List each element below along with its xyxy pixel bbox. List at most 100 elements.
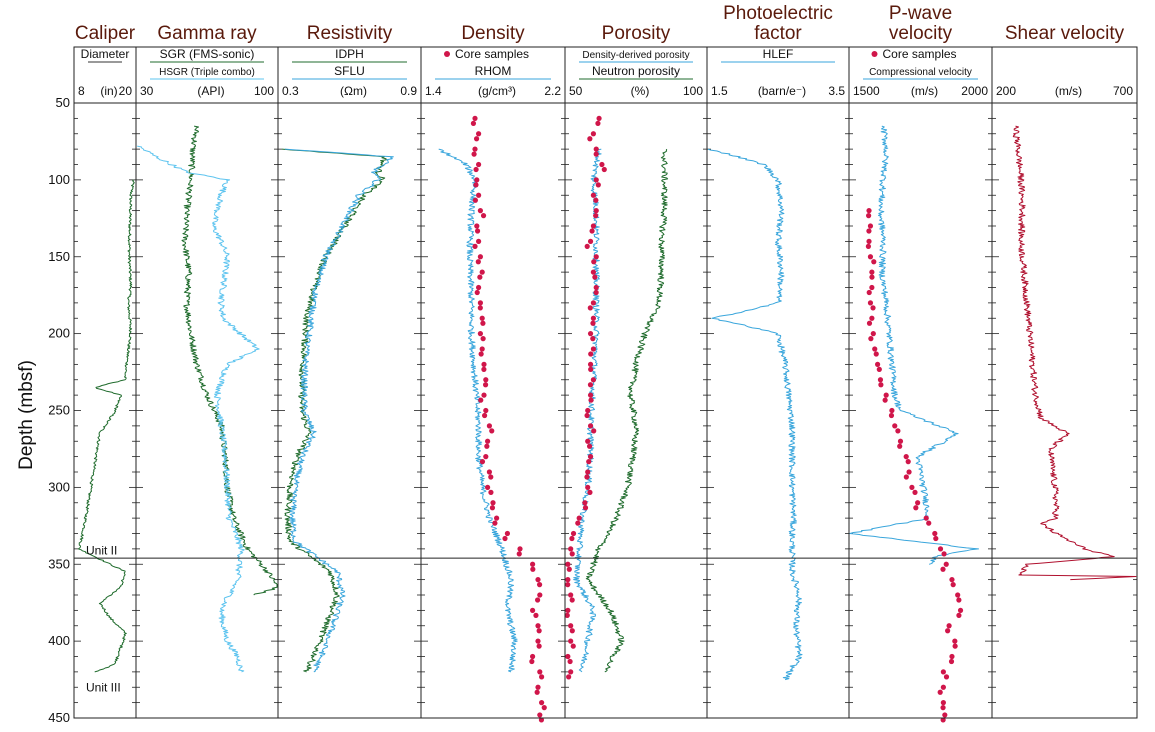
panel-frame (420, 102, 566, 719)
core-sample-point (585, 438, 591, 444)
core-sample-point (477, 305, 483, 311)
unit-label: Unit II (86, 543, 117, 557)
log-curve (585, 148, 669, 673)
core-sample-point (575, 520, 581, 526)
core-sample-point (941, 551, 947, 557)
core-sample-point (587, 454, 594, 460)
depth-axis: Depth (mbsf) 50 100 150 200 250 300 350 400 450 (16, 95, 70, 725)
core-sample-point (470, 120, 477, 126)
core-sample-point (866, 208, 872, 214)
legend-label: RHOM (475, 64, 512, 78)
core-sample-point (866, 228, 872, 234)
core-sample-point (489, 505, 496, 511)
core-sample-point (590, 336, 596, 342)
core-sample-point (868, 336, 874, 342)
axis-min-label: 30 (140, 84, 154, 98)
log-curve (1012, 125, 1137, 581)
log-curve (438, 148, 518, 673)
core-sample-point (535, 638, 541, 644)
grid-lines (74, 102, 1137, 719)
panel-frame (991, 102, 1138, 719)
legend-label: Compressional velocity (869, 67, 972, 78)
log-curve (77, 179, 135, 673)
core-sample-point (933, 535, 939, 542)
core-sample-point (590, 320, 596, 326)
legend-label: Density-derived porosity (582, 50, 689, 61)
core-sample-point (565, 561, 571, 567)
depth-tick-label: 100 (48, 172, 70, 187)
core-sample-point (866, 289, 872, 296)
core-sample-point (873, 351, 879, 357)
core-sample-point (484, 443, 490, 449)
core-sample-point (942, 712, 948, 718)
axis-unit-label: (API) (197, 84, 224, 98)
core-sample-point (584, 474, 590, 480)
core-sample-point (568, 623, 574, 629)
core-sample-point (480, 320, 486, 326)
core-sample-point (878, 382, 884, 388)
depth-tick-label: 400 (48, 633, 70, 648)
core-sample-point (877, 377, 884, 383)
core-sample-point (587, 382, 594, 388)
core-sample-point (948, 658, 955, 665)
core-sample-point (477, 274, 483, 280)
panel-title: Porosity (602, 23, 671, 44)
core-sample-point (564, 612, 570, 618)
core-sample-point (913, 505, 919, 511)
axis-max-label: 700 (1113, 84, 1133, 98)
log-curve (181, 125, 278, 596)
core-sample-point (593, 254, 599, 260)
panel-frame (277, 102, 422, 719)
core-sample-point (937, 689, 943, 695)
core-sample-point (940, 700, 946, 706)
core-sample-point (592, 274, 598, 280)
panel-title: Resistivity (307, 23, 393, 44)
core-sample-point (587, 331, 594, 337)
panel-frame (848, 102, 993, 719)
core-sample-point (876, 366, 882, 372)
axis-min-label: 0.3 (282, 84, 299, 98)
axis-min-label: 1.5 (711, 84, 728, 98)
core-sample-point (866, 238, 872, 244)
core-sample-point (483, 377, 489, 383)
core-sample-point (586, 443, 593, 449)
log-curves (77, 115, 1137, 723)
core-sample-point (474, 177, 480, 183)
core-sample-point (570, 530, 577, 537)
core-sample-point (585, 484, 591, 490)
axis-max-label: 100 (254, 84, 274, 98)
core-sample-point (589, 228, 595, 234)
core-sample-point (587, 238, 594, 244)
core-sample-point (906, 469, 912, 475)
core-sample-point (584, 243, 590, 249)
axis-unit-label: (Ωm) (340, 84, 367, 98)
core-sample-point (568, 669, 574, 675)
core-sample-point (565, 582, 571, 588)
panel-title: P-wave (889, 3, 952, 24)
core-sample-point (481, 361, 487, 367)
core-sample-point (940, 705, 946, 711)
core-sample-point (535, 577, 541, 583)
core-sample-point (599, 161, 605, 168)
depth-tick-label: 300 (48, 479, 70, 494)
core-sample-point (593, 151, 599, 157)
core-sample-point (949, 653, 955, 660)
core-sample-point (536, 582, 543, 588)
core-sample-point (482, 382, 489, 388)
core-sample-point (590, 269, 597, 275)
core-sample-point (489, 428, 495, 434)
core-sample-point (480, 213, 487, 219)
unit-label: Unit III (86, 680, 121, 694)
depth-tick-label: 250 (48, 403, 70, 418)
panel-frame (135, 102, 279, 719)
core-sample-point (477, 331, 483, 337)
core-sample-point (472, 115, 478, 121)
core-sample-point (588, 397, 594, 403)
core-sample-point (568, 546, 574, 552)
legend-label: HSGR (Triple combo) (159, 67, 255, 78)
core-sample-point (584, 412, 590, 419)
core-sample-point (471, 151, 477, 157)
core-sample-point (476, 161, 482, 168)
axis-max-label: 2000 (961, 84, 988, 98)
core-sample-point (585, 469, 591, 475)
